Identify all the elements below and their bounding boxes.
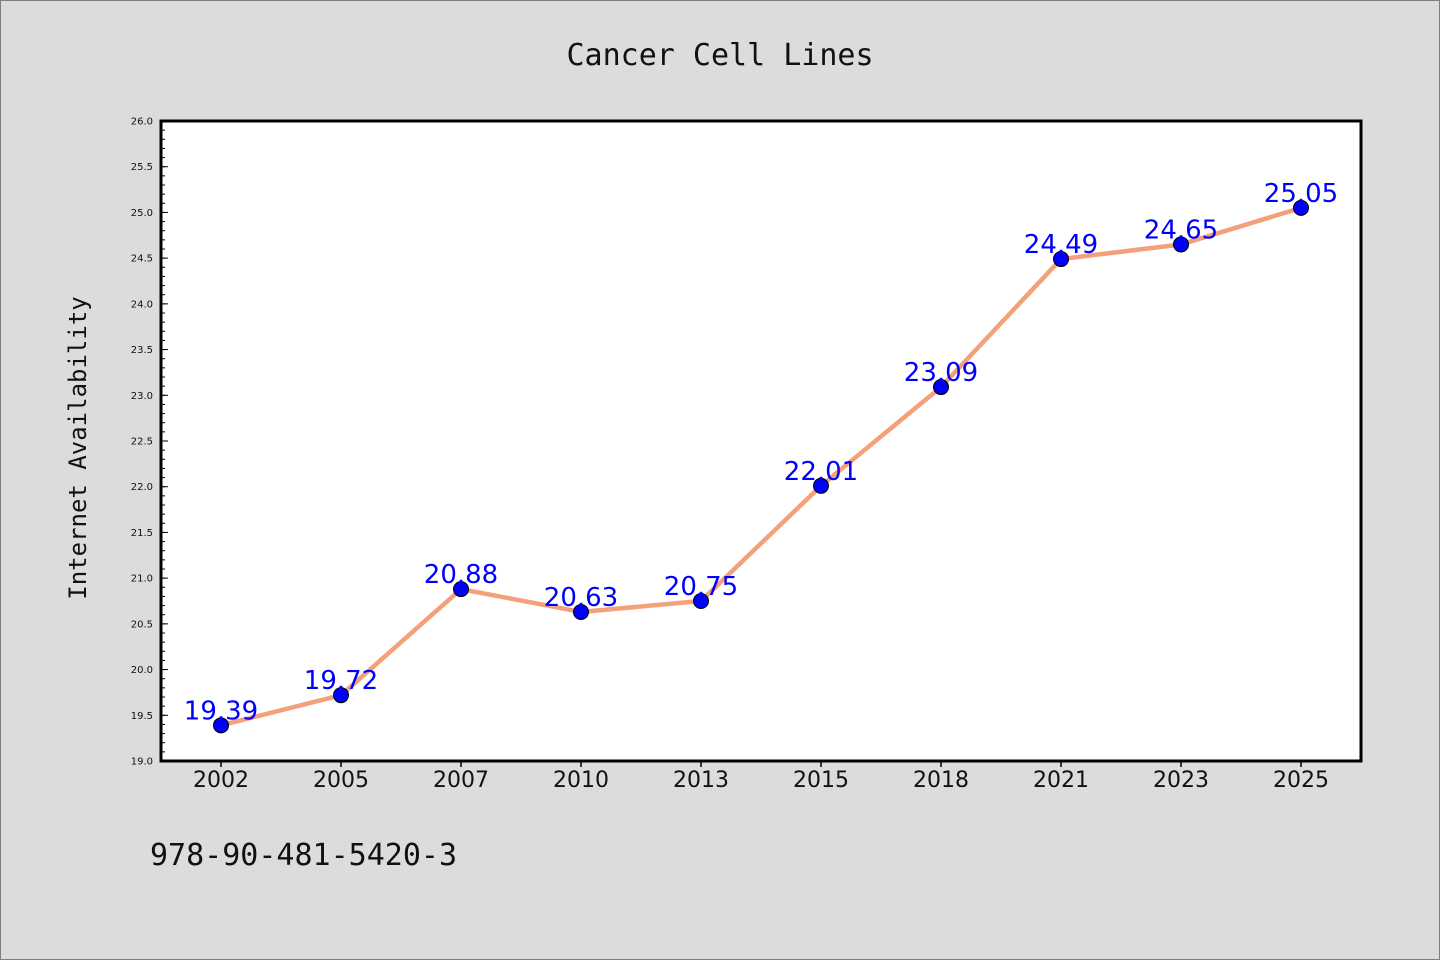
data-label: 19.39 xyxy=(184,696,258,726)
y-tick-label: 22.5 xyxy=(131,437,153,448)
data-label: 23.09 xyxy=(904,358,978,388)
y-tick-label: 22.0 xyxy=(131,482,153,493)
series-layer: 19.39 19.72 20.88 20.63 20.75 22.01 23.09 24.49… xyxy=(184,179,1338,734)
data-label: 24.49 xyxy=(1024,230,1098,260)
y-tick-label: 25.0 xyxy=(131,208,153,219)
x-tick-label: 2013 xyxy=(673,768,729,793)
x-tick-label: 2018 xyxy=(913,768,969,793)
x-tick-label: 2015 xyxy=(793,768,849,793)
data-point xyxy=(1053,251,1069,268)
y-tick-label: 23.0 xyxy=(131,391,153,402)
y-tick-label: 26.0 xyxy=(131,117,153,128)
x-tick-label: 2023 xyxy=(1153,768,1209,793)
y-tick-label: 21.0 xyxy=(131,574,153,585)
data-label: 20.88 xyxy=(424,560,498,590)
y-tick-label: 21.5 xyxy=(131,528,153,539)
data-label: 25.05 xyxy=(1264,179,1338,209)
x-tick-label: 2007 xyxy=(433,768,489,793)
plot-area xyxy=(161,121,1361,761)
y-tick-label: 23.5 xyxy=(131,345,153,356)
data-point xyxy=(933,379,949,396)
footer-isbn: 978-90-481-5420-3 xyxy=(150,838,457,873)
data-point xyxy=(213,717,229,734)
data-point xyxy=(693,593,709,609)
y-tick-label: 25.5 xyxy=(131,162,153,173)
data-point xyxy=(813,477,829,494)
series-line xyxy=(218,205,1304,728)
y-axis-label: Internet Availability xyxy=(64,296,92,599)
data-point xyxy=(1173,236,1189,253)
y-tick-label: 19.5 xyxy=(131,711,153,722)
data-point xyxy=(573,603,589,620)
plot-frame xyxy=(159,119,1363,763)
data-label: 19.72 xyxy=(304,666,378,696)
data-label: 24.65 xyxy=(1144,215,1218,245)
x-tick-label: 2005 xyxy=(313,768,369,793)
x-tick-label: 2010 xyxy=(553,768,609,793)
chart-title: Cancer Cell Lines xyxy=(566,38,873,73)
y-tick-label: 24.0 xyxy=(131,299,153,310)
data-point xyxy=(453,581,469,598)
data-point xyxy=(333,687,349,704)
y-tick-label: 19.0 xyxy=(131,757,153,768)
data-label: 22.01 xyxy=(784,457,858,487)
x-tick-label: 2002 xyxy=(193,768,249,793)
y-tick-label: 20.5 xyxy=(131,619,153,630)
x-tick-label: 2021 xyxy=(1033,768,1089,793)
x-axis: 2002 2005 2007 2010 2013 2015 2018 2021 2023 2025 xyxy=(193,761,1329,793)
data-point xyxy=(1293,199,1309,216)
x-tick-label: 2025 xyxy=(1273,768,1329,793)
data-label: 20.75 xyxy=(664,572,738,602)
data-label: 20.63 xyxy=(544,583,618,613)
y-tick-label: 24.5 xyxy=(131,254,153,265)
y-tick-label: 20.0 xyxy=(131,665,153,676)
